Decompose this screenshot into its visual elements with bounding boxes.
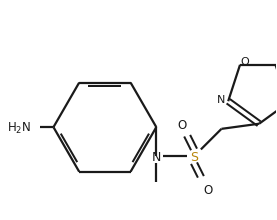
Text: N: N (152, 151, 161, 164)
Text: H$_2$N: H$_2$N (7, 121, 31, 136)
Text: O: O (241, 57, 250, 67)
Text: N: N (217, 95, 225, 106)
Text: O: O (203, 184, 212, 197)
Text: O: O (177, 119, 187, 132)
Text: S: S (190, 151, 198, 164)
